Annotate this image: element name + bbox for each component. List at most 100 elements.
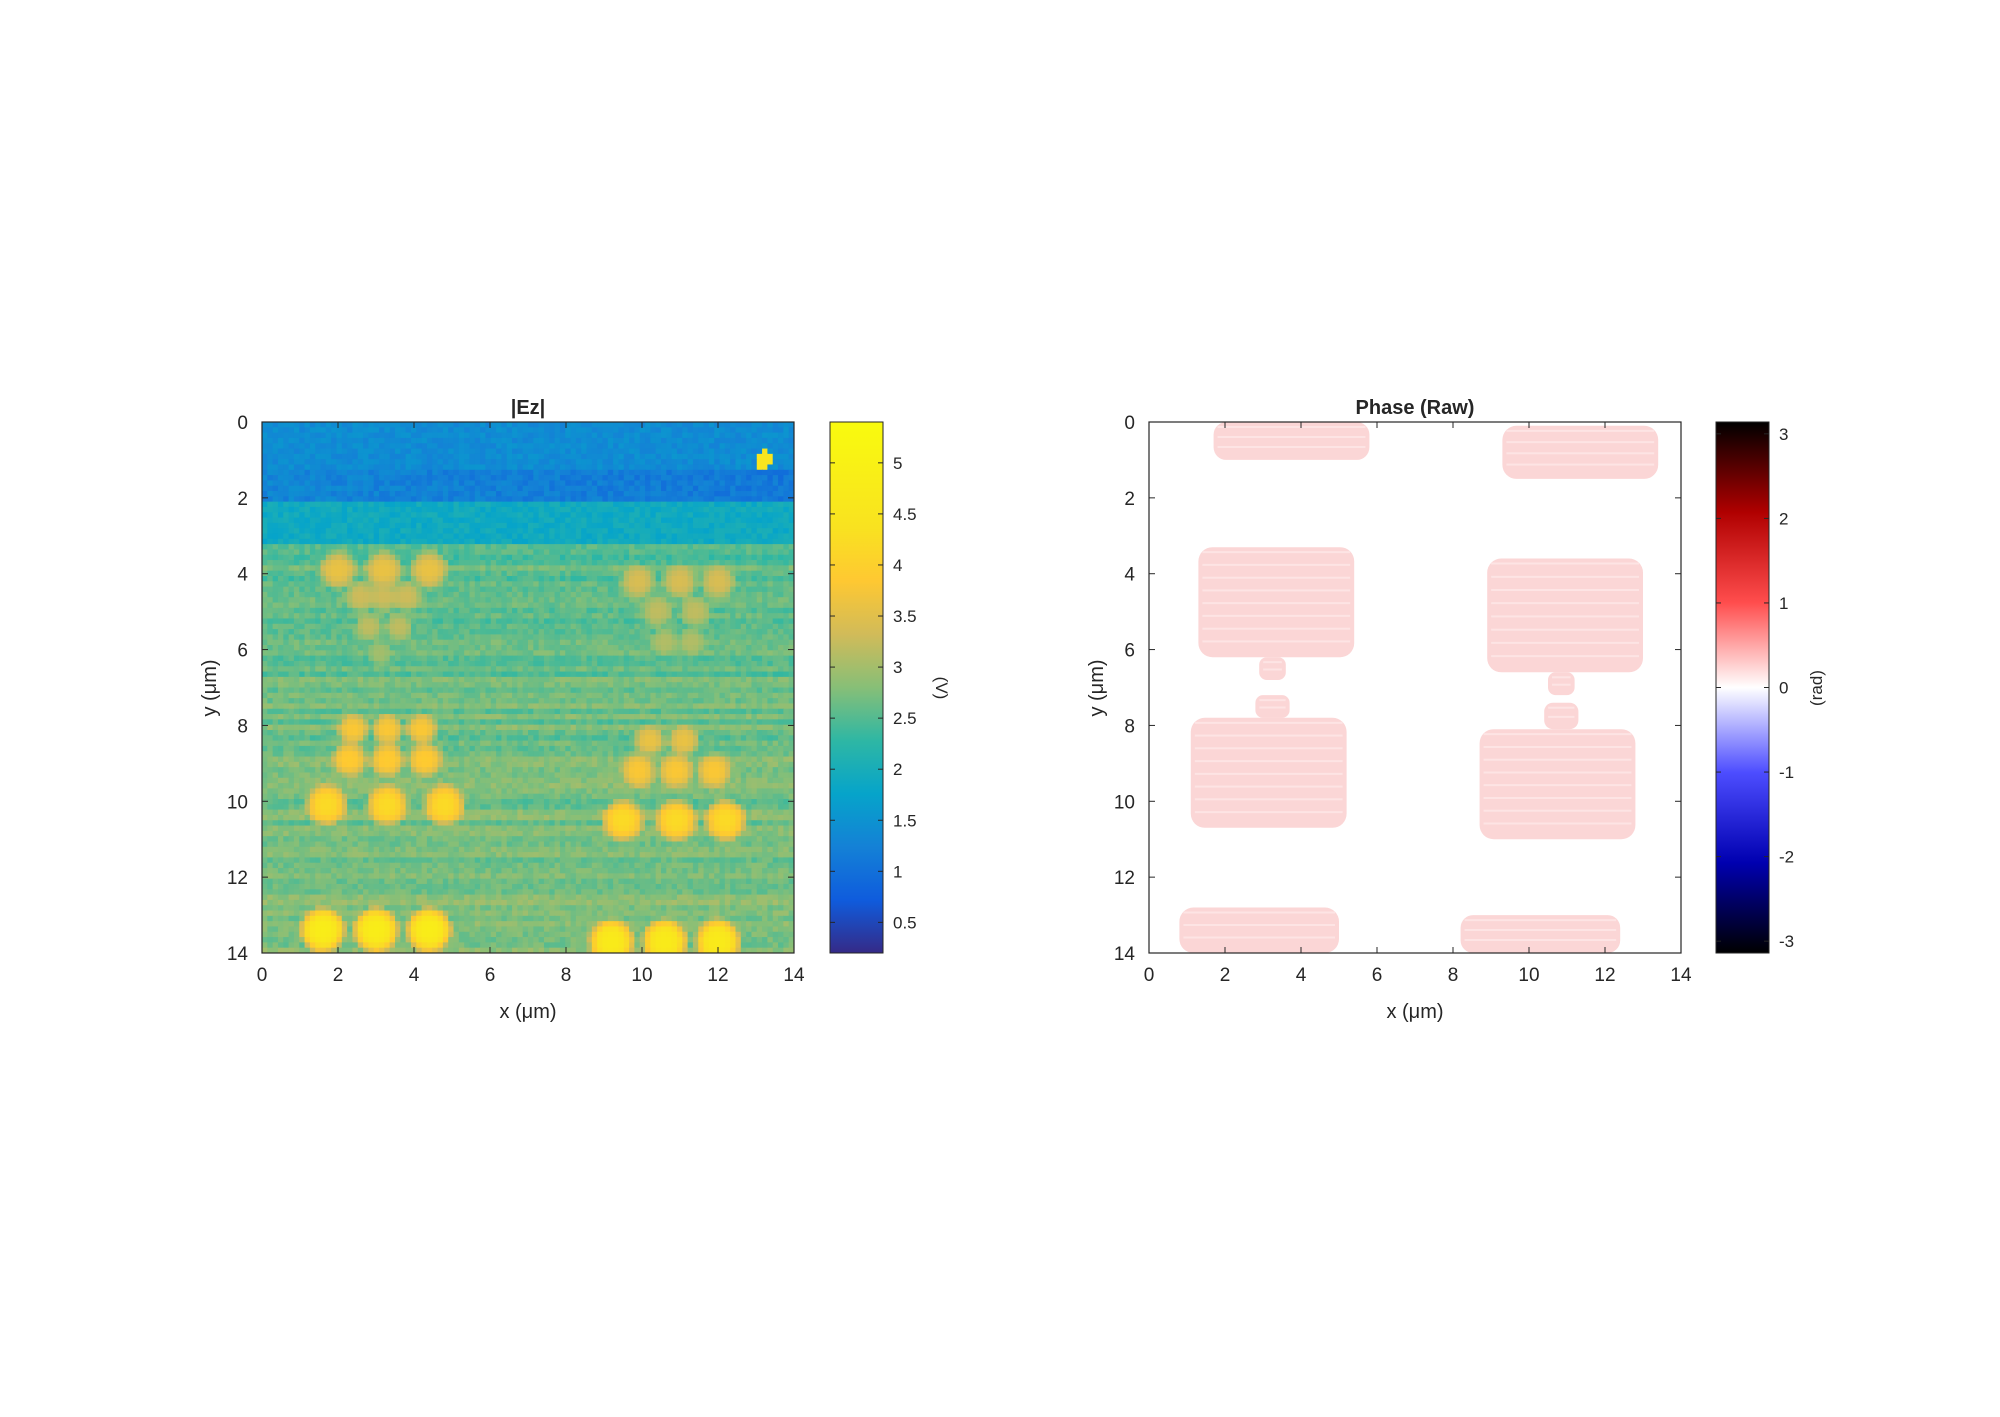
ez-cell	[661, 453, 667, 460]
ez-cell	[389, 682, 396, 689]
ez-cell	[517, 629, 524, 635]
ez-cell	[389, 528, 396, 535]
ez-cell	[272, 533, 279, 540]
ez-cell	[655, 480, 662, 487]
ez-cell	[751, 459, 758, 466]
ez-cell	[347, 655, 354, 662]
ez-cell	[373, 613, 380, 620]
ez-cell	[730, 528, 737, 535]
ez-cell	[708, 634, 715, 641]
ez-cell	[325, 432, 332, 439]
ez-cell	[496, 676, 502, 683]
ez-cell	[517, 565, 524, 572]
ez-cell	[778, 501, 784, 508]
ez-cell	[549, 491, 556, 497]
ez-cell	[623, 591, 630, 598]
ez-cell	[623, 597, 630, 604]
ez-cell	[756, 544, 763, 551]
ez-cell	[309, 586, 316, 593]
ez-cell	[661, 666, 667, 673]
ez-cell	[480, 475, 487, 482]
ez-cell	[373, 554, 380, 561]
ez-cell	[363, 581, 369, 588]
ez-cell	[267, 650, 274, 657]
ez-cell	[262, 676, 268, 683]
ez-cell	[565, 671, 572, 678]
ez-cell	[336, 618, 343, 625]
ez-cell	[341, 506, 348, 513]
ez-cell	[490, 464, 497, 471]
ez-cell	[538, 501, 545, 508]
ez-cell	[352, 448, 359, 455]
ez-cell	[687, 575, 694, 582]
ez-cell	[464, 533, 471, 540]
ez-cell	[602, 427, 609, 434]
ez-cell	[442, 459, 449, 466]
ez-cell	[293, 533, 300, 540]
ez-cell	[357, 586, 364, 593]
ez-cell	[645, 666, 651, 673]
ez-cell	[320, 459, 327, 466]
ez-cell	[512, 660, 518, 667]
ez-cell	[655, 634, 662, 641]
ez-cell	[464, 666, 471, 673]
ez-cell	[671, 459, 678, 466]
ez-cell	[575, 586, 582, 593]
ez-cell	[623, 623, 630, 630]
ez-cell	[421, 645, 428, 651]
ez-cell	[448, 666, 455, 673]
ez-cell	[416, 549, 423, 556]
ez-cell	[384, 586, 391, 593]
ez-cell	[692, 570, 699, 577]
ez-cell	[581, 533, 588, 540]
ez-cell	[554, 581, 561, 588]
ez-cell	[363, 660, 369, 667]
ez-cell	[437, 560, 444, 566]
ez-cell	[666, 496, 673, 503]
ez-cell	[288, 570, 295, 577]
ez-cell	[655, 575, 662, 582]
ez-cell	[469, 682, 476, 689]
ez-cell	[676, 549, 683, 556]
ez-cell	[586, 427, 593, 434]
ez-cell	[724, 565, 731, 572]
ez-cell	[762, 655, 768, 662]
ez-cell	[538, 522, 545, 529]
ez-cell	[650, 469, 657, 476]
ez-cell	[655, 485, 662, 492]
ez-cell	[756, 469, 763, 476]
ez-cell	[698, 533, 705, 540]
ez-cell	[496, 666, 502, 673]
ez-cell	[480, 517, 487, 524]
ez-cell	[714, 597, 721, 604]
ez-cell	[410, 544, 417, 551]
ez-cell	[325, 533, 332, 540]
ez-cell	[591, 575, 598, 582]
ez-cell	[698, 459, 705, 466]
ez-cell	[336, 565, 343, 572]
ez-cell	[474, 560, 481, 566]
ez-cell	[373, 512, 380, 519]
ez-cell	[309, 645, 316, 651]
ez-cell	[389, 432, 396, 439]
ez-cell	[581, 453, 588, 460]
ez-cell	[421, 591, 428, 598]
ez-cell	[320, 591, 327, 598]
ez-cell	[304, 544, 311, 551]
ez-cell	[469, 480, 476, 487]
ez-cell	[288, 645, 295, 651]
ez-cell	[703, 671, 710, 678]
ez-cell	[533, 623, 540, 630]
ez-cell	[277, 634, 284, 641]
ez-cell	[357, 422, 364, 428]
ez-cell	[320, 501, 327, 508]
ez-cell	[719, 448, 726, 455]
ez-cell	[645, 597, 651, 604]
ez-cell	[277, 586, 284, 593]
ez-cell	[724, 650, 731, 657]
ez-cell	[336, 506, 343, 513]
ez-cell	[432, 512, 439, 519]
ez-cell	[522, 597, 529, 604]
ez-cell	[788, 491, 794, 497]
ez-cell	[437, 613, 444, 620]
